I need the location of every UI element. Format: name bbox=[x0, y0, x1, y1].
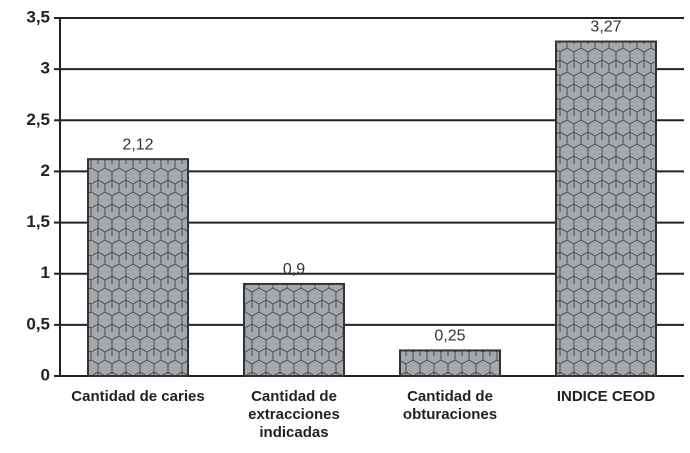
y-tick-label: 1,5 bbox=[26, 212, 50, 231]
x-tick-label: Cantidad de caries bbox=[71, 388, 205, 405]
data-label: 0,25 bbox=[434, 328, 465, 345]
bar bbox=[243, 282, 345, 378]
y-tick-label: 2 bbox=[41, 161, 50, 180]
bar bbox=[399, 349, 501, 377]
x-tick-label: Cantidad de extracciones indicadas bbox=[248, 388, 340, 441]
y-tick-label: 2,5 bbox=[26, 110, 50, 129]
bar bbox=[555, 40, 657, 377]
y-tick-label: 3,5 bbox=[26, 7, 50, 26]
data-label: 0,9 bbox=[283, 261, 305, 278]
x-tick-label: Cantidad de obturaciones bbox=[402, 388, 498, 423]
bar bbox=[87, 158, 189, 377]
y-tick-label: 0,5 bbox=[26, 314, 50, 333]
y-tick-label: 3 bbox=[41, 59, 50, 78]
x-tick-label: INDICE CEOD bbox=[556, 388, 656, 405]
y-tick-label: 0 bbox=[41, 365, 50, 384]
y-tick-label: 1 bbox=[41, 263, 50, 282]
data-label: 3,27 bbox=[590, 19, 621, 36]
data-label: 2,12 bbox=[122, 136, 153, 153]
